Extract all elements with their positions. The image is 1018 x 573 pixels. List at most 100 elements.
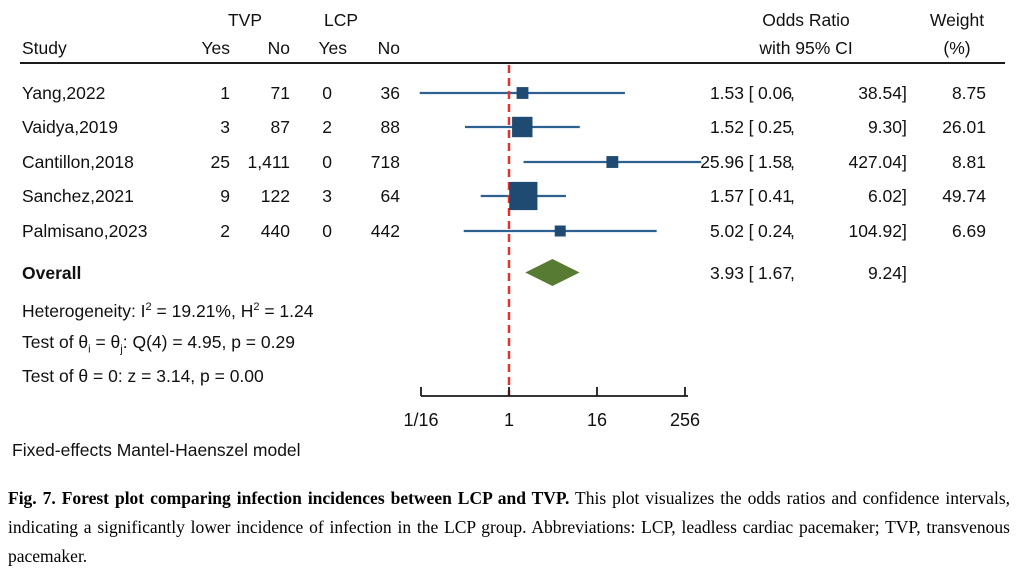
x-axis-tick-label: 1/16 — [403, 410, 438, 430]
tvp-group-header: TVP — [227, 10, 263, 30]
test-text: = θ — [90, 332, 121, 352]
bracket-close: ] — [902, 152, 907, 172]
tvp-no-value: 71 — [270, 83, 290, 103]
or-value: 1.53 — [709, 83, 744, 103]
tvp-no-value: 1,411 — [247, 152, 291, 172]
tvp-no-value: 87 — [270, 117, 290, 137]
tvp-yes-value: 1 — [220, 83, 230, 103]
study-row: Vaidya,2019 3 87 2 88 1.52 [ 0.25 , 9.30… — [0, 114, 1018, 140]
ci-high-value: 9.30 — [867, 117, 902, 137]
or-value: 3.93 — [709, 263, 744, 283]
ci-low-value: 0.41 — [758, 186, 793, 206]
ci-low-value: 0.24 — [758, 221, 793, 241]
bracket-close: ] — [902, 221, 907, 241]
odds-ratio-ci-value: 1.52 [ 0.25 , 9.30 ] — [682, 114, 912, 140]
comma: , — [790, 186, 795, 206]
ci-low-value: 1.58 — [758, 152, 793, 172]
comma: , — [790, 221, 795, 241]
odds-ratio-header-line2: with 95% CI — [759, 38, 853, 58]
bracket-close: ] — [902, 83, 907, 103]
odds-ratio-ci-value: 5.02 [ 0.24 , 104.92 ] — [682, 218, 912, 244]
caption-body: This plot visualizes the odds ratios and… — [8, 488, 1010, 566]
ci-high-value: 38.54 — [858, 83, 902, 103]
lcp-no-value: 718 — [370, 152, 400, 172]
study-row: Palmisano,2023 2 440 0 442 5.02 [ 0.24 ,… — [0, 218, 1018, 244]
or-value: 1.57 — [709, 186, 744, 206]
lcp-yes-value: 0 — [322, 152, 332, 172]
or-value: 1.52 — [709, 117, 744, 137]
lcp-no-value: 36 — [380, 83, 400, 103]
tvp-yes-value: 9 — [220, 186, 230, 206]
caption-title: Fig. 7. Forest plot comparing infection … — [8, 488, 570, 508]
heterogeneity-text: Heterogeneity: I — [22, 300, 146, 321]
comma: , — [790, 117, 795, 137]
bracket-open: [ — [748, 83, 754, 103]
bracket-open: [ — [748, 152, 754, 172]
ci-low-value: 0.06 — [758, 83, 793, 103]
tvp-no-column-header: No — [267, 38, 290, 58]
x-axis-tick-label: 256 — [670, 410, 700, 430]
x-axis-tick-label: 16 — [587, 410, 607, 430]
test-text: : Q(4) = 4.95, p = 0.29 — [122, 332, 295, 352]
weight-value: 26.01 — [942, 117, 986, 137]
header-divider — [20, 62, 1005, 64]
comma: , — [790, 263, 795, 283]
lcp-no-value: 442 — [370, 221, 400, 241]
or-value: 5.02 — [709, 221, 744, 241]
lcp-yes-value: 2 — [322, 117, 332, 137]
lcp-yes-value: 3 — [322, 186, 332, 206]
lcp-no-column-header: No — [377, 38, 400, 58]
ci-low-value: 0.25 — [758, 117, 793, 137]
ci-high-value: 104.92 — [848, 221, 902, 241]
ci-high-value: 9.24 — [867, 263, 902, 283]
study-label: Yang,2022 — [22, 83, 106, 103]
study-label: Sanchez,2021 — [22, 186, 134, 206]
bracket-open: [ — [748, 186, 754, 206]
study-row: Sanchez,2021 9 122 3 64 1.57 [ 0.41 , 6.… — [0, 183, 1018, 209]
weight-value: 6.69 — [951, 221, 986, 241]
comma: , — [790, 83, 795, 103]
overall-row: Overall 3.93 [ 1.67 , 9.24 ] — [0, 260, 1018, 286]
bracket-open: [ — [748, 117, 754, 137]
heterogeneity-text: = 1.24 — [259, 300, 314, 321]
header-row-groups: TVP LCP Odds Ratio Weight — [0, 7, 1018, 33]
odds-ratio-ci-value: 25.96 [ 1.58 , 427.04 ] — [682, 149, 912, 175]
study-row: Cantillon,2018 25 1,411 0 718 25.96 [ 1.… — [0, 149, 1018, 175]
ci-high-value: 427.04 — [848, 152, 902, 172]
weight-value: 8.81 — [951, 152, 986, 172]
bracket-close: ] — [902, 263, 907, 283]
model-note: Fixed-effects Mantel-Haenszel model — [12, 440, 301, 460]
lcp-yes-column-header: Yes — [318, 38, 347, 58]
ci-low-value: 1.67 — [758, 263, 793, 283]
study-label: Vaidya,2019 — [22, 117, 119, 137]
superscript: 2 — [145, 301, 152, 313]
bracket-close: ] — [902, 186, 907, 206]
ci-high-value: 6.02 — [867, 186, 902, 206]
or-value: 25.96 — [700, 152, 744, 172]
study-row: Yang,2022 1 71 0 36 1.53 [ 0.06 , 38.54 … — [0, 80, 1018, 106]
subscript: i — [88, 343, 91, 356]
lcp-no-value: 64 — [380, 186, 400, 206]
test-text: Test of θ = 0: z = 3.14, p = 0.00 — [22, 366, 264, 386]
study-label: Cantillon,2018 — [22, 152, 134, 172]
weight-value: 8.75 — [951, 83, 986, 103]
bracket-open: [ — [748, 263, 754, 283]
tvp-yes-column-header: Yes — [201, 38, 230, 58]
heterogeneity-stats: Heterogeneity: I2 = 19.21%, H2 = 1.24 — [22, 294, 314, 321]
odds-ratio-ci-value: 1.53 [ 0.06 , 38.54 ] — [682, 80, 912, 106]
lcp-group-header: LCP — [323, 10, 359, 30]
odds-ratio-header-line1: Odds Ratio — [762, 10, 850, 30]
tvp-no-value: 440 — [260, 221, 290, 241]
figure-caption: Fig. 7. Forest plot comparing infection … — [8, 484, 1010, 571]
bracket-close: ] — [902, 117, 907, 137]
overall-effect-test-stats: Test of θ = 0: z = 3.14, p = 0.00 — [22, 363, 264, 389]
header-row-columns: Study Yes No Yes No with 95% CI (%) — [0, 35, 1018, 61]
tvp-yes-value: 25 — [210, 152, 230, 172]
bracket-open: [ — [748, 221, 754, 241]
tvp-no-value: 122 — [260, 186, 290, 206]
test-text: Test of θ — [22, 332, 89, 352]
lcp-yes-value: 0 — [322, 83, 332, 103]
comma: , — [790, 152, 795, 172]
subscript: j — [120, 343, 123, 356]
